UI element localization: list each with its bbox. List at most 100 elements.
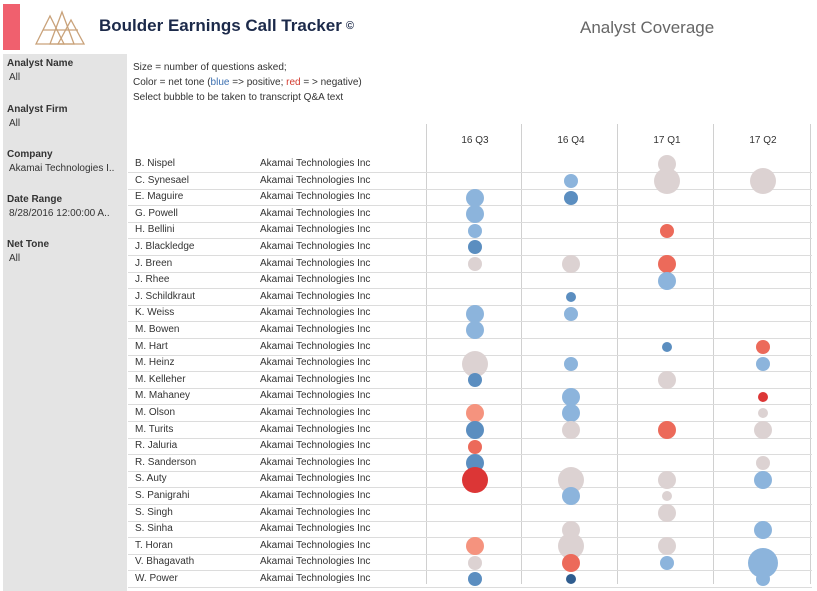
question-bubble[interactable]	[658, 420, 676, 439]
chart-legend: Size = number of questions asked; Color …	[133, 60, 362, 105]
question-bubble[interactable]	[658, 254, 676, 273]
question-bubble[interactable]	[564, 190, 578, 205]
analyst-name: R. Jaluria	[135, 440, 178, 452]
question-bubble[interactable]	[462, 466, 488, 493]
analyst-name: K. Weiss	[135, 307, 175, 319]
question-bubble[interactable]	[756, 572, 770, 587]
question-bubble[interactable]	[468, 373, 482, 388]
legend-text: => positive;	[229, 77, 287, 88]
analyst-name: M. Kelleher	[135, 373, 186, 385]
question-bubble[interactable]	[750, 167, 776, 194]
question-bubble[interactable]	[562, 420, 580, 439]
app-header: Boulder Earnings Call Tracker © Analyst C…	[0, 0, 817, 56]
analyst-company: Akamai Technologies Inc	[260, 440, 371, 452]
column-divider	[426, 124, 427, 584]
question-bubble[interactable]	[562, 254, 580, 273]
column-divider	[617, 124, 618, 584]
question-bubble[interactable]	[658, 537, 676, 556]
analyst-row: J. Blackledge Akamai Technologies Inc	[128, 239, 812, 256]
question-bubble[interactable]	[660, 555, 674, 570]
question-bubble[interactable]	[562, 553, 580, 572]
question-bubble[interactable]	[564, 306, 578, 321]
analyst-company: Akamai Technologies Inc	[260, 556, 371, 568]
column-header-quarter: 16 Q3	[461, 135, 489, 146]
analyst-company: Akamai Technologies Inc	[260, 390, 371, 402]
question-bubble[interactable]	[566, 574, 576, 585]
analyst-company: Akamai Technologies Inc	[260, 290, 371, 302]
question-bubble[interactable]	[468, 256, 482, 271]
analyst-company: Akamai Technologies Inc	[260, 158, 371, 169]
question-bubble[interactable]	[462, 350, 488, 377]
page-title: Analyst Coverage	[580, 18, 715, 37]
filter-label: Net Tone	[7, 239, 50, 250]
question-bubble[interactable]	[654, 167, 680, 194]
analyst-company: Akamai Technologies Inc	[260, 241, 371, 252]
question-bubble[interactable]	[562, 404, 580, 423]
question-bubble[interactable]	[466, 304, 484, 323]
analyst-row: T. Horan Akamai Technologies Inc	[128, 538, 812, 555]
analyst-company: Akamai Technologies Inc	[260, 357, 371, 369]
filter-value[interactable]: All	[9, 118, 21, 129]
analyst-company: Akamai Technologies Inc	[260, 324, 371, 335]
question-bubble[interactable]	[466, 404, 484, 423]
question-bubble[interactable]	[662, 341, 672, 352]
filter-value[interactable]: All	[9, 72, 21, 83]
analyst-name: H. Bellini	[135, 224, 175, 236]
question-bubble[interactable]	[468, 240, 482, 255]
question-bubble[interactable]	[562, 387, 580, 406]
analyst-row: M. Mahaney Akamai Technologies Inc	[128, 388, 812, 406]
analyst-company: Akamai Technologies Inc	[260, 373, 371, 385]
question-bubble[interactable]	[562, 487, 580, 506]
question-bubble[interactable]	[564, 173, 578, 188]
analyst-company: Akamai Technologies Inc	[260, 224, 371, 236]
filter-sidebar: Analyst Name All Analyst Firm All Compan…	[3, 54, 127, 591]
question-bubble[interactable]	[756, 456, 770, 471]
question-bubble[interactable]	[758, 391, 768, 402]
question-bubble[interactable]	[662, 491, 672, 502]
filter-date-range[interactable]: Date Range 8/28/2016 12:00:00 A..	[7, 194, 125, 219]
question-bubble[interactable]	[466, 205, 484, 224]
analyst-row: J. Breen Akamai Technologies Inc	[128, 256, 812, 273]
app-title-text: Boulder Earnings Call Tracker	[99, 16, 342, 35]
question-bubble[interactable]	[754, 470, 772, 489]
question-bubble[interactable]	[758, 408, 768, 419]
question-bubble[interactable]	[564, 356, 578, 371]
analyst-name: B. Nispel	[135, 158, 176, 169]
filter-value[interactable]: 8/28/2016 12:00:00 A..	[9, 208, 110, 219]
filter-value[interactable]: Akamai Technologies I..	[9, 163, 115, 174]
question-bubble[interactable]	[468, 572, 482, 587]
filter-label: Analyst Name	[7, 58, 74, 69]
analyst-row: M. Turits Akamai Technologies Inc	[128, 422, 812, 439]
question-bubble[interactable]	[468, 223, 482, 238]
analyst-name: J. Blackledge	[135, 241, 195, 252]
question-bubble[interactable]	[658, 271, 676, 290]
question-bubble[interactable]	[756, 339, 770, 354]
analyst-row: S. Panigrahi Akamai Technologies Inc	[128, 488, 812, 505]
filter-analyst-name[interactable]: Analyst Name All	[7, 58, 125, 83]
filter-analyst-firm[interactable]: Analyst Firm All	[7, 104, 125, 129]
question-bubble[interactable]	[658, 371, 676, 390]
analyst-name: W. Power	[135, 573, 178, 584]
column-divider	[521, 124, 522, 584]
question-bubble[interactable]	[658, 470, 676, 489]
analyst-company: Akamai Technologies Inc	[260, 573, 371, 584]
copyright-mark: ©	[345, 20, 354, 32]
question-bubble[interactable]	[754, 520, 772, 539]
column-divider	[713, 124, 714, 584]
question-bubble[interactable]	[658, 503, 676, 522]
question-bubble[interactable]	[468, 555, 482, 570]
question-bubble[interactable]	[466, 321, 484, 340]
legend-color-note: Color = net tone (blue => positive; red …	[133, 75, 362, 90]
filter-net-tone[interactable]: Net Tone All	[7, 239, 125, 264]
question-bubble[interactable]	[754, 420, 772, 439]
question-bubble[interactable]	[756, 356, 770, 371]
question-bubble[interactable]	[466, 188, 484, 207]
question-bubble[interactable]	[566, 292, 576, 303]
filter-value[interactable]: All	[9, 253, 21, 264]
filter-company[interactable]: Company Akamai Technologies I..	[7, 149, 125, 174]
question-bubble[interactable]	[466, 420, 484, 439]
question-bubble[interactable]	[660, 223, 674, 238]
column-header-quarter: 17 Q1	[653, 135, 681, 146]
question-bubble[interactable]	[466, 537, 484, 556]
question-bubble[interactable]	[468, 439, 482, 454]
